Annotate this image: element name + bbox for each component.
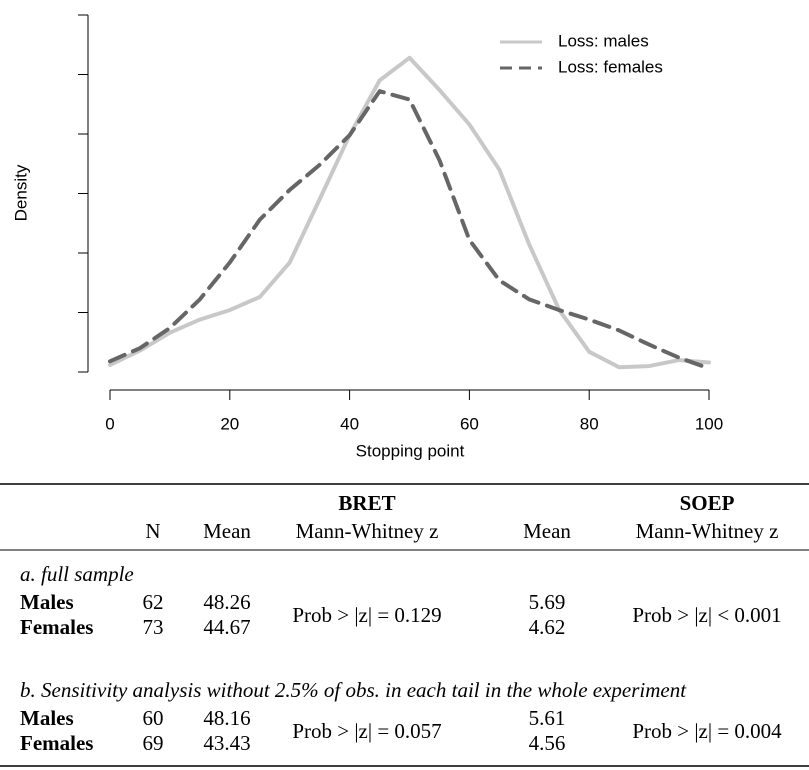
- cell: 5.61: [529, 706, 566, 730]
- series-line: [108, 89, 711, 371]
- cell: 48.26: [203, 590, 250, 614]
- column-header: N: [145, 519, 160, 543]
- group-header: SOEP: [680, 491, 735, 515]
- cell: 4.56: [529, 731, 566, 755]
- series-line: [108, 55, 711, 370]
- cell: 43.43: [203, 731, 250, 755]
- row-label: Males: [20, 706, 74, 730]
- x-tick-label: 40: [340, 414, 359, 433]
- column-header: Mean: [203, 519, 251, 543]
- cell: 69: [143, 731, 164, 755]
- section-label: b. Sensitivity analysis without 2.5% of …: [20, 678, 687, 702]
- x-tick-label: 80: [580, 414, 599, 433]
- test-result: Prob > |z| < 0.001: [632, 603, 781, 627]
- row-label: Females: [20, 615, 93, 639]
- test-result: Prob > |z| = 0.004: [632, 719, 782, 743]
- row-label: Males: [20, 590, 74, 614]
- column-header: Mean: [523, 519, 571, 543]
- x-tick-label: 0: [105, 414, 114, 433]
- x-tick-label: 20: [220, 414, 239, 433]
- cell: 5.69: [529, 590, 566, 614]
- cell: 73: [143, 615, 164, 639]
- column-header: Mann-Whitney z: [636, 519, 779, 543]
- row-label: Females: [20, 731, 93, 755]
- y-axis-label: Density: [11, 164, 30, 221]
- x-tick-label: 60: [460, 414, 479, 433]
- cell: 4.62: [529, 615, 566, 639]
- section-label: a. full sample: [20, 562, 134, 586]
- group-header: BRET: [338, 491, 395, 515]
- test-result: Prob > |z| = 0.129: [292, 603, 441, 627]
- cell: 44.67: [203, 615, 250, 639]
- x-tick-label: 100: [695, 414, 723, 433]
- cell: 60: [143, 706, 164, 730]
- cell: 62: [143, 590, 164, 614]
- test-result: Prob > |z| = 0.057: [292, 719, 441, 743]
- cell: 48.16: [203, 706, 250, 730]
- legend-label: Loss: females: [558, 57, 663, 76]
- column-header: Mann-Whitney z: [296, 519, 439, 543]
- x-axis-label: Stopping point: [356, 441, 465, 460]
- legend-label: Loss: males: [558, 31, 649, 50]
